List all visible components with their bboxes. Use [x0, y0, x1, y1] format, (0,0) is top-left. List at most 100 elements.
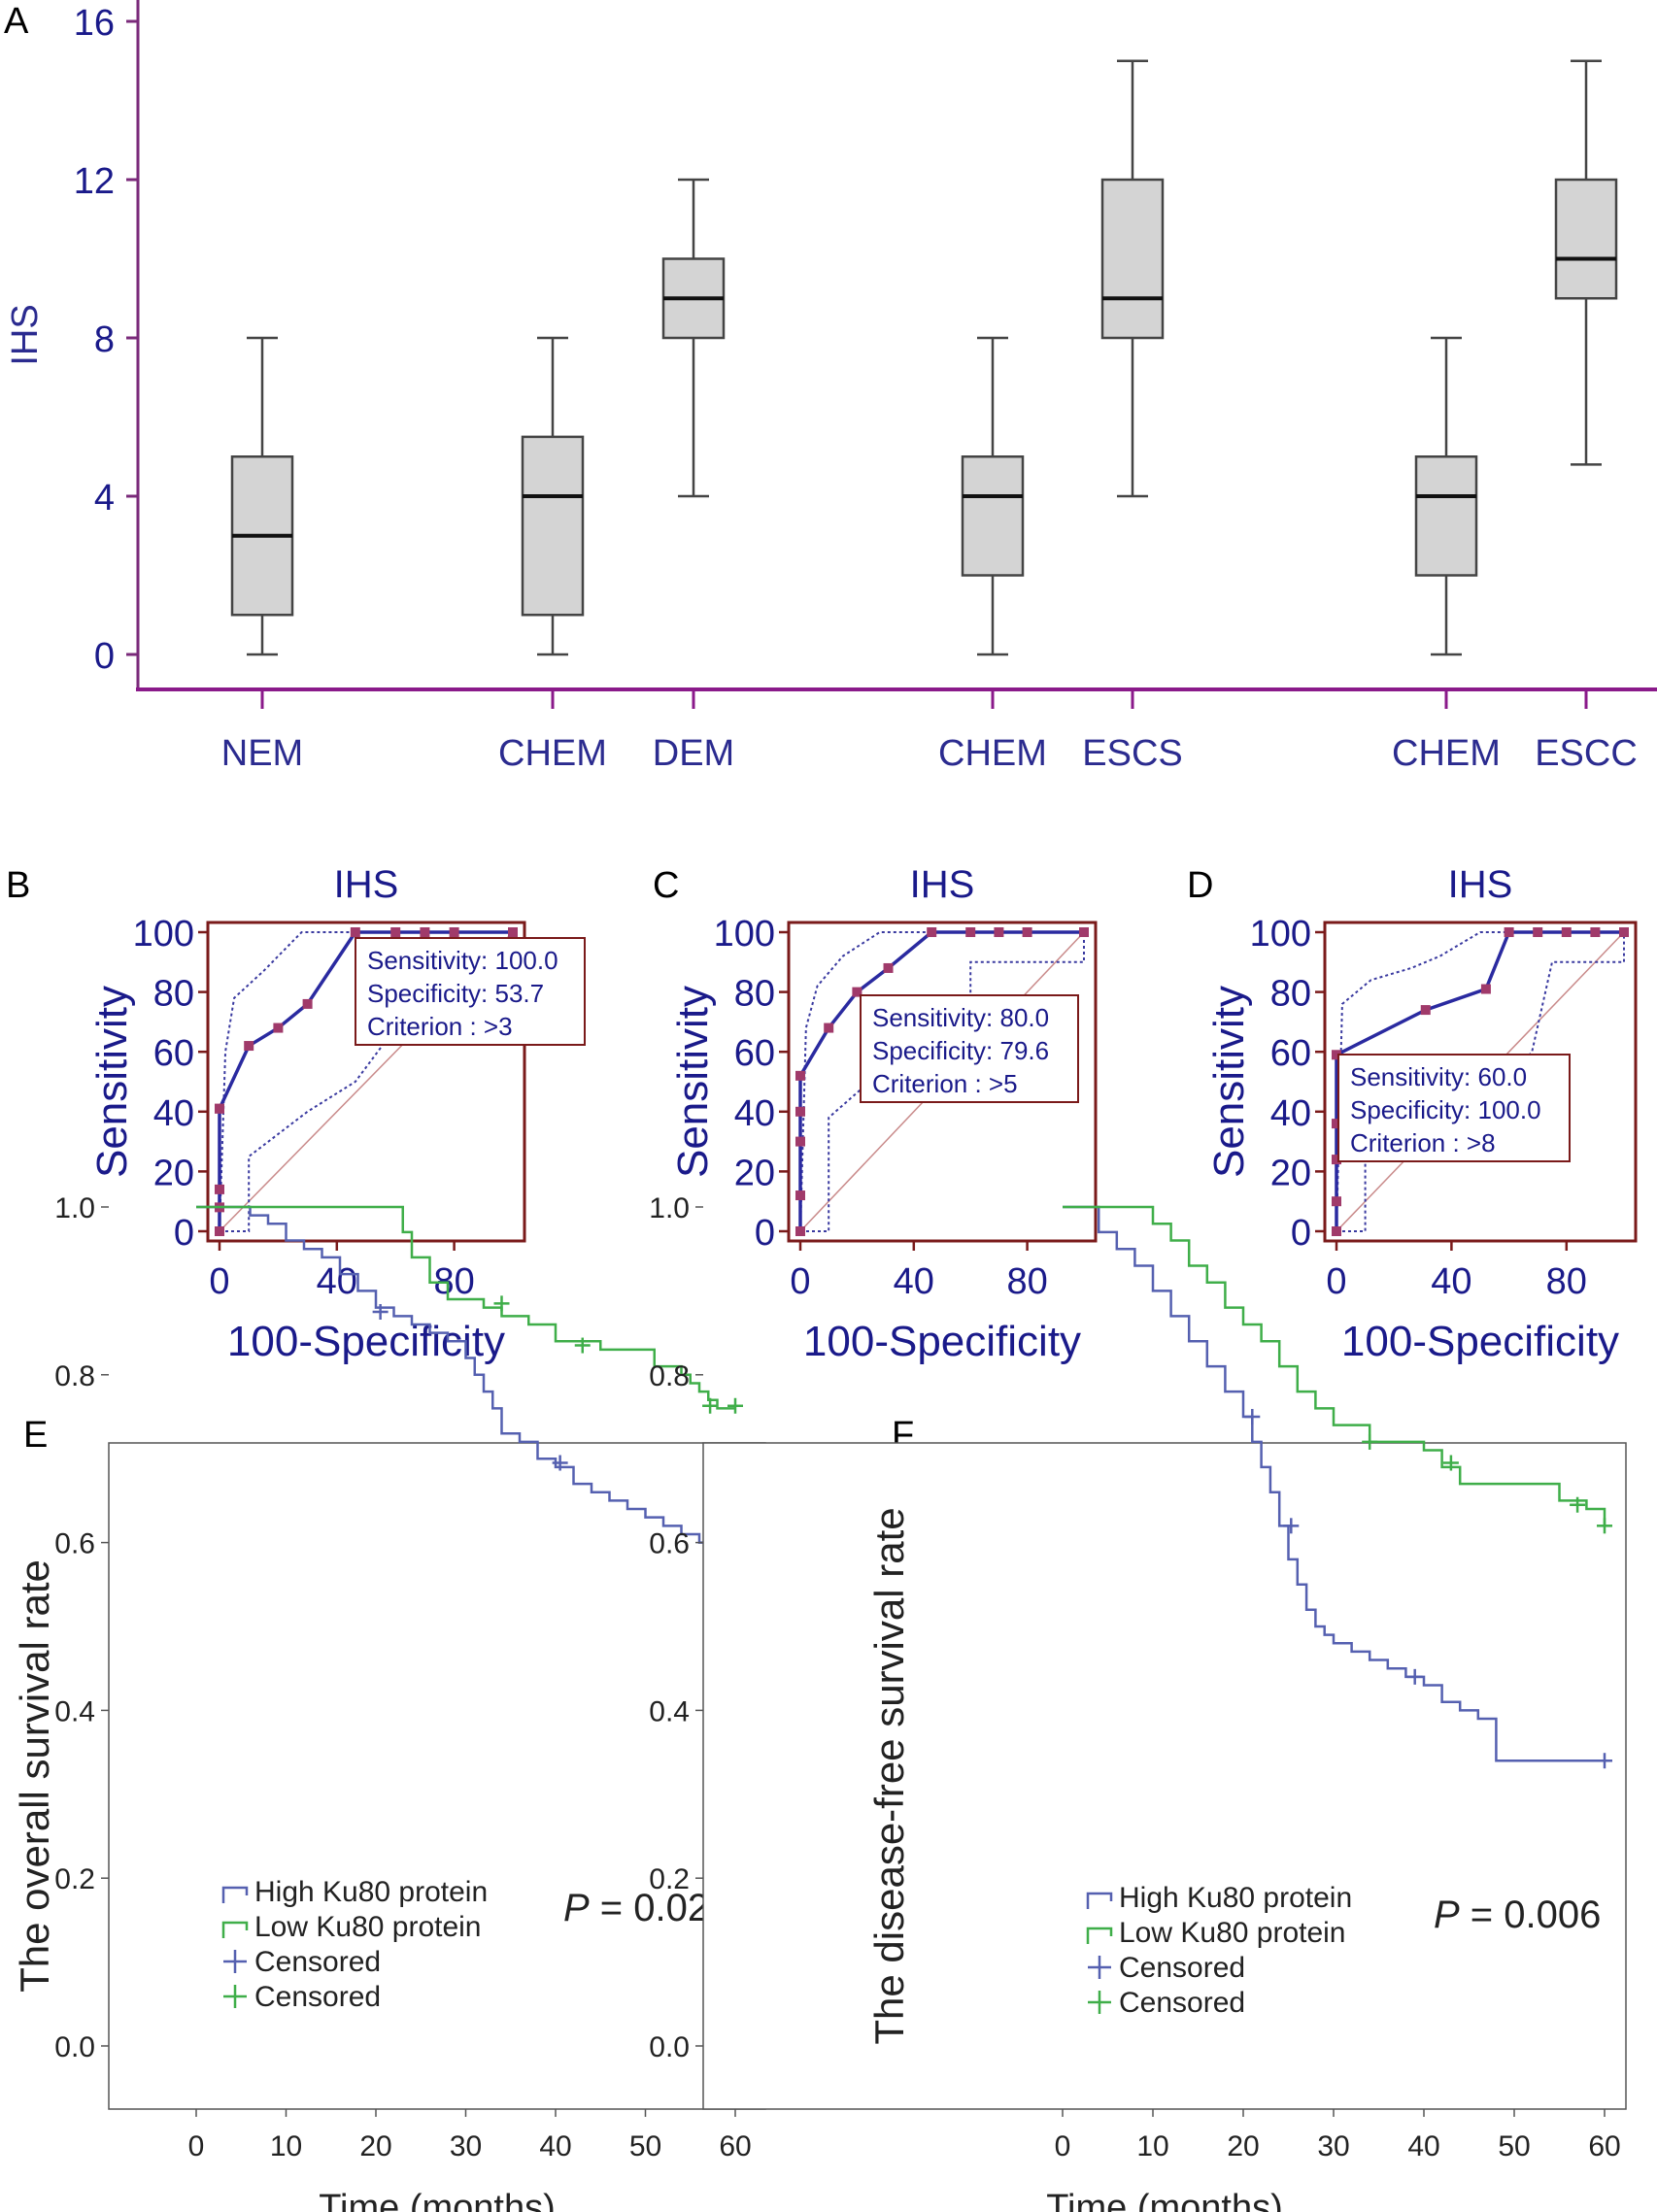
km-y-tick-label: 0.2 [54, 1863, 95, 1895]
roc-point [824, 1022, 834, 1033]
roc-title: IHS [910, 863, 975, 906]
roc-point [1504, 927, 1514, 937]
km-censor-mark [1570, 1496, 1586, 1513]
roc-y-tick-label: 0 [1291, 1213, 1311, 1254]
roc-y-tick-label: 80 [153, 974, 194, 1015]
roc-x-tick-label: 40 [894, 1261, 934, 1302]
km-y-tick-label: 1.0 [649, 1192, 690, 1224]
km-frame [702, 1442, 1627, 2110]
km-censor-mark [1597, 1518, 1612, 1534]
roc-x-tick-label: 80 [1546, 1261, 1587, 1302]
roc-annotation-line: Specificity: 100.0 [1350, 1095, 1541, 1124]
km-censor-mark [1442, 1455, 1459, 1471]
km-censor-mark [727, 1397, 743, 1414]
roc-title: IHS [1448, 863, 1513, 906]
roc-annotation-line: Sensitivity: 100.0 [367, 946, 558, 975]
km-censor-mark [702, 1397, 719, 1414]
box-1 [521, 336, 585, 656]
roc-point [1332, 1050, 1341, 1060]
km-legend-swatch [1086, 1892, 1113, 1909]
panel-letter-c: C [653, 865, 679, 906]
km-censor-mark [552, 1455, 568, 1471]
roc-y-tick-label: 20 [734, 1153, 775, 1193]
roc-x-tick-label: 40 [1431, 1261, 1471, 1302]
km-censor-mark [1406, 1668, 1423, 1685]
panel-a-boxplot: 0 4 8 12 16 IHS NEM CHEM DEM CHEM ESCS CHEM ESCC [5, 0, 1657, 774]
roc-point [994, 927, 1004, 937]
km-x-tick-label: 10 [1136, 2130, 1168, 2162]
x-category-label: CHEM [498, 733, 607, 774]
box-iqr [1554, 178, 1618, 300]
roc-y-tick-label: 60 [1270, 1033, 1311, 1074]
km-y-tick-label: 0.2 [649, 1863, 690, 1895]
km-y-tick-label: 0.4 [649, 1695, 690, 1727]
x-category-label: CHEM [938, 733, 1047, 774]
roc-point [795, 1226, 805, 1236]
box-2 [661, 178, 726, 498]
km-censor-mark [1362, 1433, 1378, 1450]
panel-d-roc: IHS 0 20 40 60 80 100 0 40 80 100-Specificity Sensi… [1205, 863, 1638, 1365]
roc-point [795, 1070, 805, 1081]
y-tick-label: 16 [74, 3, 115, 44]
km-legend-swatch [1086, 1927, 1113, 1944]
roc-annotation-box [355, 937, 586, 1046]
roc-annotation-line: Specificity: 53.7 [367, 979, 544, 1008]
roc-point [302, 998, 313, 1009]
roc-point [965, 927, 976, 937]
km-censor-mark [493, 1295, 510, 1312]
x-category-label: ESCC [1535, 733, 1638, 774]
roc-x-tick-label: 0 [1326, 1261, 1346, 1302]
km-legend-label: Censored [1119, 1952, 1245, 1984]
km-censor-mark [1244, 1409, 1261, 1424]
km-censor-mark [1597, 1753, 1612, 1769]
x-category-label: NEM [221, 733, 303, 774]
km-x-tick-label: 50 [1498, 2130, 1530, 2162]
km-curve-0 [1063, 1205, 1605, 1762]
roc-ci-upper [799, 931, 1084, 1232]
roc-x-label: 100-Specificity [1341, 1318, 1619, 1365]
roc-point [1561, 927, 1572, 937]
km-x-tick-label: 40 [539, 2130, 571, 2162]
roc-point [215, 1184, 224, 1194]
km-frame [108, 1442, 766, 2110]
roc-point [273, 1022, 284, 1033]
roc-y-tick-label: 60 [734, 1033, 775, 1074]
x-category-label: DEM [653, 733, 734, 774]
roc-annotation-box [860, 994, 1079, 1103]
roc-point [350, 927, 360, 937]
roc-point [1332, 1119, 1341, 1129]
panel-a-y-label: IHS [5, 304, 46, 365]
panel-f-survival: 0.0 0.2 0.4 0.6 0.8 1.0 0 10 20 30 40 50 60 Time (mon… [649, 1192, 1627, 2212]
km-legend-label: Censored [254, 1981, 381, 2013]
roc-point [508, 927, 518, 937]
roc-x-tick-label: 40 [317, 1261, 357, 1302]
km-p-value: P = 0.006 [1434, 1894, 1601, 1936]
km-legend-label: High Ku80 protein [1119, 1882, 1352, 1914]
km-x-tick-label: 30 [1317, 2130, 1349, 2162]
panel-letter-b: B [6, 865, 30, 906]
km-x-tick-label: 60 [1588, 2130, 1620, 2162]
panel-letter-a: A [4, 1, 29, 42]
roc-y-tick-label: 40 [734, 1093, 775, 1134]
roc-x-tick-label: 80 [1006, 1261, 1047, 1302]
roc-point [1332, 1226, 1341, 1236]
roc-x-tick-label: 0 [790, 1261, 810, 1302]
roc-point [1022, 927, 1032, 937]
panel-e-survival: 0.0 0.2 0.4 0.6 0.8 1.0 0 10 20 30 40 50 60 Time (mon… [12, 1192, 766, 2212]
x-category-label: ESCS [1082, 733, 1182, 774]
km-x-tick-label: 60 [719, 2130, 751, 2162]
roc-x-label: 100-Specificity [803, 1318, 1081, 1365]
roc-point [215, 1103, 224, 1114]
km-y-tick-label: 0.8 [54, 1360, 95, 1392]
km-x-tick-label: 30 [450, 2130, 482, 2162]
km-legend-label: Censored [1119, 1987, 1245, 2019]
box-iqr [1100, 178, 1165, 340]
panel-letter-e: E [23, 1415, 48, 1456]
roc-ci-lower [800, 932, 1085, 1232]
y-tick-label: 8 [94, 319, 115, 360]
roc-title: IHS [334, 863, 399, 906]
roc-y-tick-label: 100 [133, 914, 194, 955]
roc-y-label: Sensitivity [88, 986, 136, 1178]
km-censor-mark [1283, 1518, 1300, 1534]
